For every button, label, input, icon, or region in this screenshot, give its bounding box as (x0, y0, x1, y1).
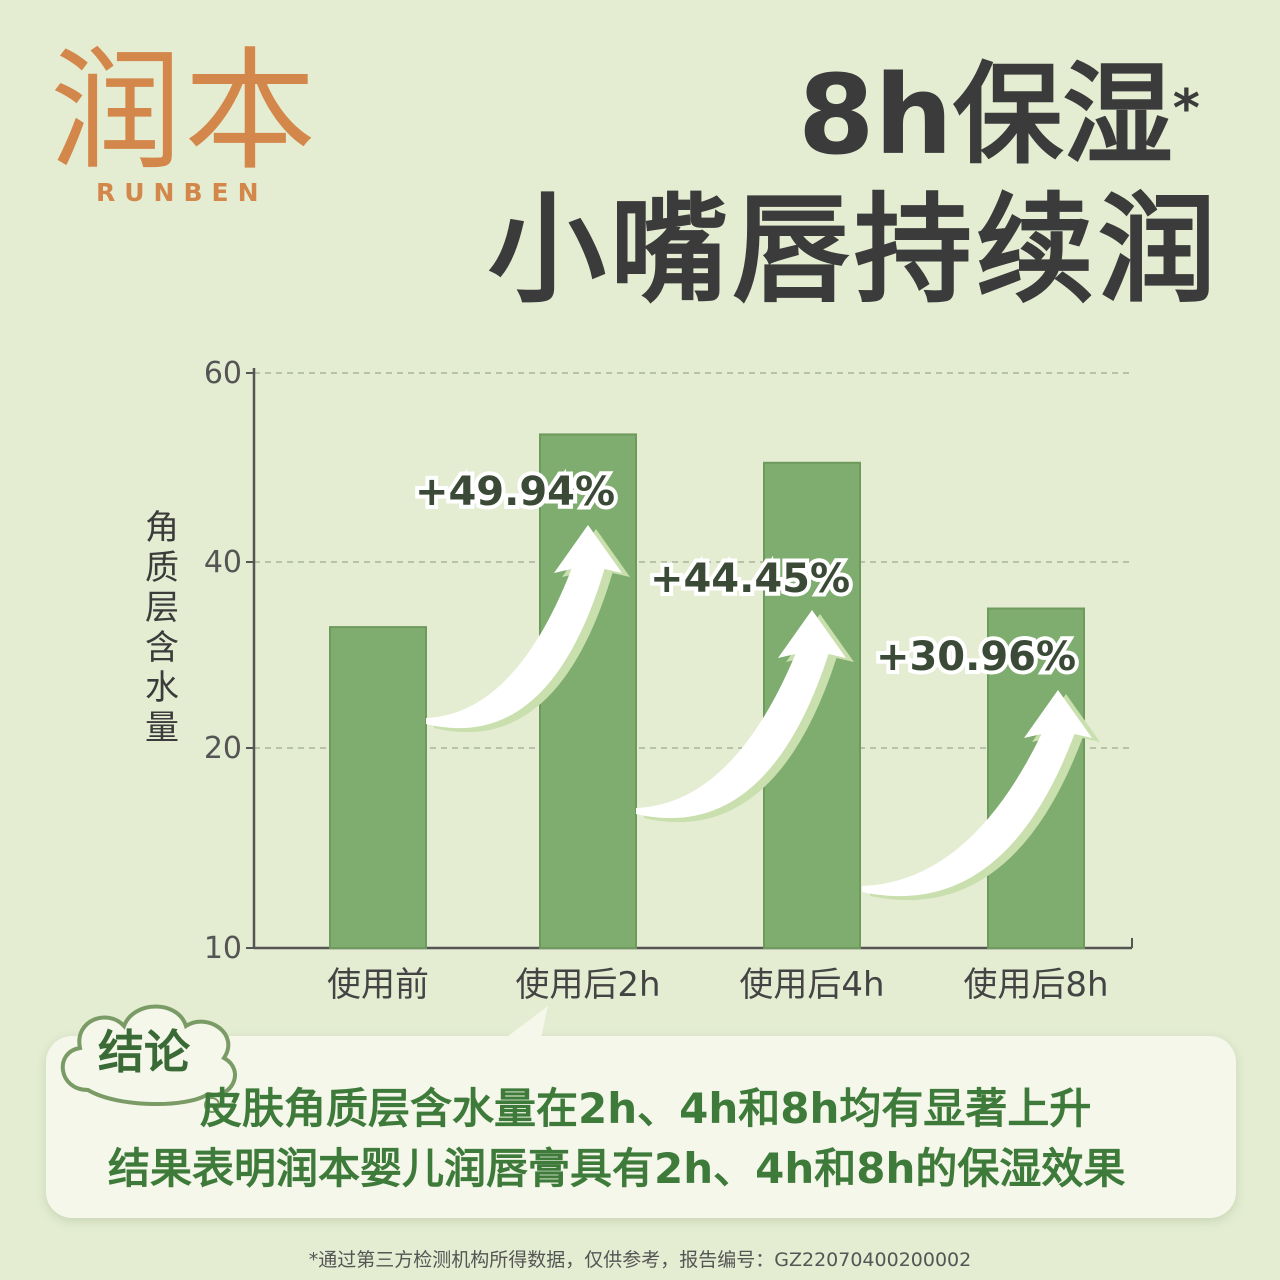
growth-label-1: +44.45% (650, 556, 850, 602)
brand-logo: 润本 RUNBEN (50, 42, 340, 207)
callout-pointer-icon (500, 1006, 548, 1042)
headline-line-2: 小嘴唇持续润 (487, 181, 1220, 319)
growth-arrow-2 (862, 690, 1092, 897)
conclusion-title: 结论 (98, 1025, 190, 1079)
y-tick-label: 20 (204, 731, 242, 766)
bar-1 (539, 433, 637, 949)
x-tick-label-1: 使用后2h (515, 965, 660, 1005)
x-tick-label-2: 使用后4h (739, 965, 884, 1005)
bar-chart: 10 20 40 60 使用前 使用后2h 使用后4h 使用后8h +49.94% +44.45%… (204, 356, 1133, 1005)
headline-text-1: 8h保湿 (797, 51, 1173, 179)
brand-latin: RUNBEN (96, 178, 268, 207)
x-tick-label-0: 使用前 (327, 965, 429, 1005)
conclusion-line-2: 结果表明润本婴儿润唇膏具有2h、4h和8h的保湿效果 (108, 1144, 1126, 1193)
headline-line-1: 8h保湿* (798, 50, 1200, 180)
cloud-badge-icon (60, 1004, 237, 1106)
y-axis-label: 角质层含水量 (145, 508, 179, 748)
y-tick-label: 10 (204, 931, 242, 966)
y-tick-label: 60 (204, 356, 242, 391)
brand-name: 润本 (50, 35, 318, 189)
conclusion-panel (46, 1036, 1236, 1218)
x-tick-label-3: 使用后8h (963, 965, 1108, 1005)
growth-arrow-0 (426, 525, 622, 729)
growth-label-0: +49.94% (415, 469, 615, 515)
growth-label-2: +30.96% (876, 634, 1076, 680)
headline-asterisk: * (1172, 79, 1200, 139)
conclusion-line-1: 皮肤角质层含水量在2h、4h和8h均有显著上升 (200, 1084, 1092, 1133)
bullet-icon (204, 1097, 220, 1113)
growth-arrow-1 (636, 610, 846, 819)
bar-0 (329, 626, 427, 949)
y-tick-label: 40 (204, 545, 242, 580)
footnote: *通过第三方检测机构所得数据，仅供参考，报告编号：GZ2207040020000… (308, 1249, 972, 1271)
